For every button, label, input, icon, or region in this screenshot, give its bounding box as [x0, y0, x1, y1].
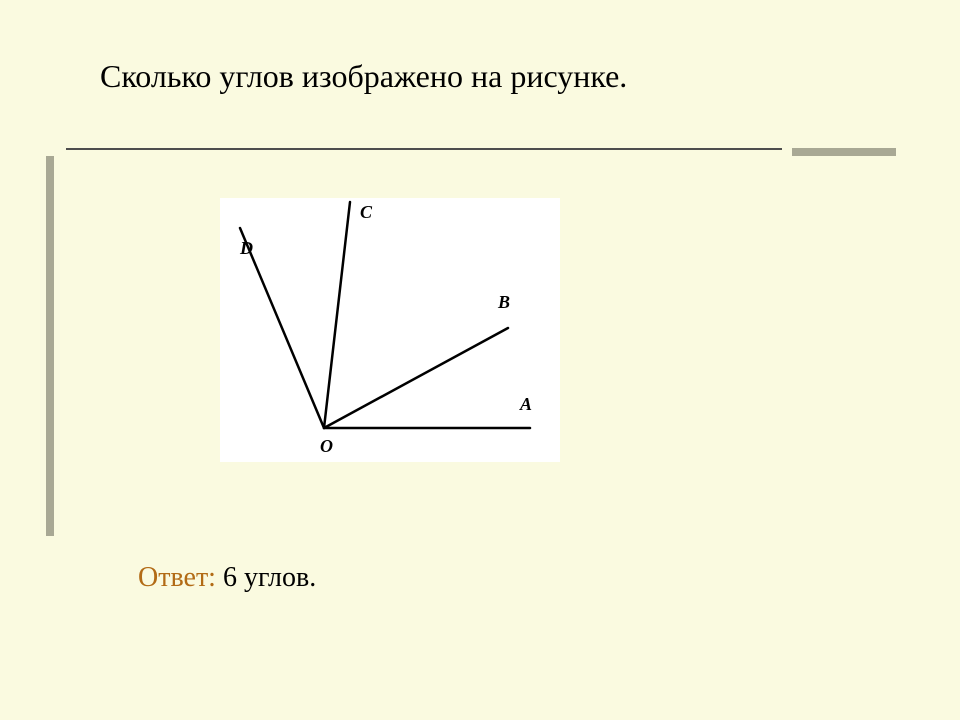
- horizontal-rule-accent: [792, 148, 896, 156]
- point-label-C: C: [360, 202, 373, 222]
- vertical-accent-bar: [46, 156, 54, 536]
- answer-line: Ответ: 6 углов.: [138, 562, 316, 594]
- point-label-D: D: [239, 238, 253, 258]
- angles-diagram: O A B C D: [220, 198, 560, 462]
- ray-OC: [324, 202, 350, 428]
- point-label-A: A: [519, 394, 532, 414]
- answer-label: Ответ:: [138, 562, 216, 593]
- horizontal-rule-main: [66, 148, 782, 150]
- horizontal-rule: [66, 148, 896, 152]
- answer-text: 6 углов.: [216, 562, 316, 593]
- angles-diagram-svg: O A B C D: [220, 198, 560, 462]
- slide-title: Сколько углов изображено на рисунке.: [100, 58, 627, 95]
- ray-OB: [324, 328, 508, 428]
- point-label-O: O: [320, 436, 333, 456]
- ray-OD: [240, 228, 324, 428]
- point-label-B: B: [497, 292, 510, 312]
